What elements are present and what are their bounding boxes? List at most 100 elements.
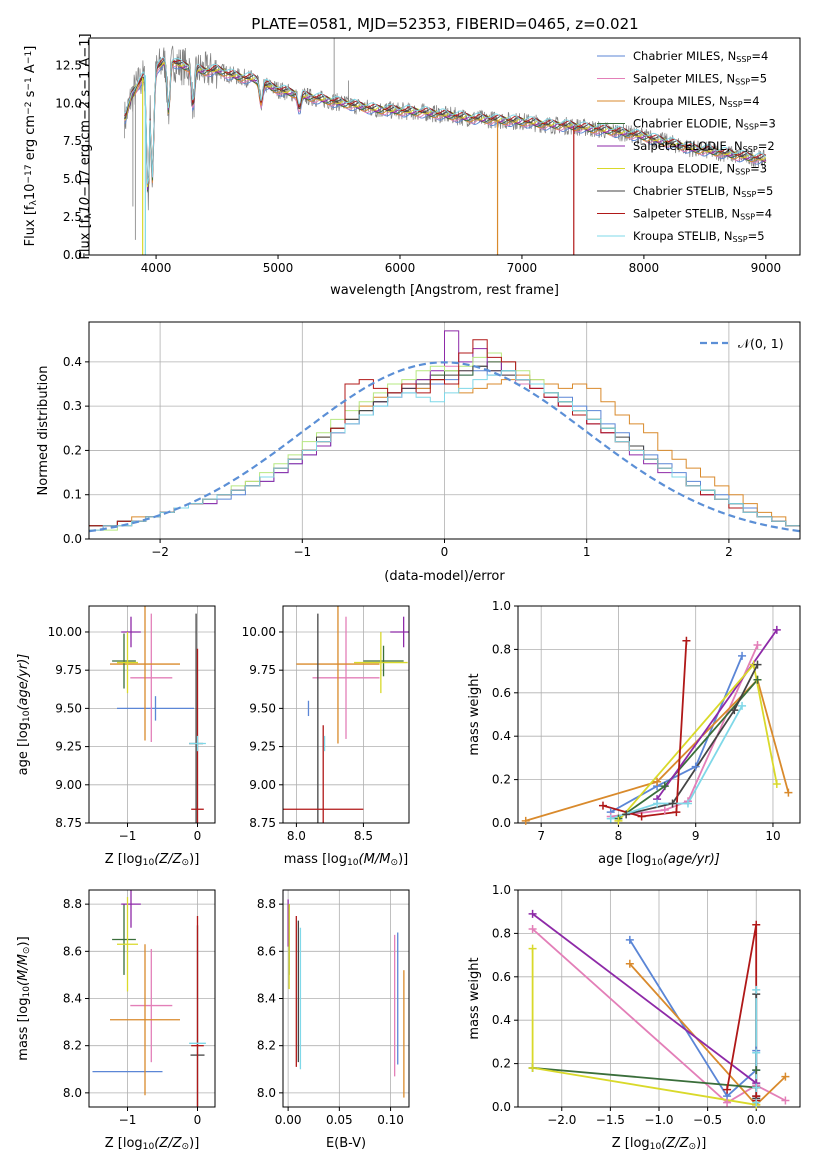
y-tick-label: 8.8 xyxy=(63,897,82,911)
y-tick-label: 1.0 xyxy=(492,599,511,613)
x-tick-label: 0.0 xyxy=(747,1113,766,1127)
x-tick-label: −1.5 xyxy=(596,1113,625,1127)
axes-age-vs-mass: 8.0 8.5 8.75 9.00 9.25 9.50 9.75 10.00 mass [log… xyxy=(242,605,410,868)
plot-area-mass-vs-EBV xyxy=(287,899,405,1098)
y-axis-label-part: 10 xyxy=(78,197,93,214)
weight-marker xyxy=(660,782,669,791)
y-axis-label-part: ⊙ xyxy=(22,946,32,954)
x-axis-label: (data-model)/error xyxy=(384,569,505,584)
y-axis-label: Normed distribution xyxy=(36,366,51,496)
y-tick-label: 0.4 xyxy=(492,1013,511,1027)
weight-marker xyxy=(753,660,762,669)
weight-marker xyxy=(683,799,692,808)
y-tick-label: 9.25 xyxy=(249,740,276,754)
weight-marker xyxy=(752,1066,761,1075)
legend-label-part: SSP xyxy=(743,145,758,154)
y-tick-label: 8.4 xyxy=(63,992,82,1006)
weight-line xyxy=(532,928,786,1104)
x-tick-label: 0.05 xyxy=(326,1113,353,1127)
plot-area-spectrum xyxy=(124,38,767,255)
y-tick-label: 7.5 xyxy=(63,134,82,148)
y-tick-label: 8.0 xyxy=(63,1086,82,1100)
y-tick-label: 9.00 xyxy=(249,778,276,792)
histogram-step xyxy=(89,370,800,531)
y-tick-label: 8.8 xyxy=(257,897,276,911)
weight-marker xyxy=(752,1083,761,1092)
x-tick-label: −2 xyxy=(151,545,169,559)
weight-marker xyxy=(606,814,615,823)
x-axis-label-part: (M/M xyxy=(359,852,391,867)
y-axis-label-part: ] xyxy=(78,33,93,38)
legend-label-part: Chabrier ELODIE, N xyxy=(633,117,744,131)
weight-line xyxy=(602,640,688,818)
y-tick-label: 0.0 xyxy=(63,248,82,262)
x-axis-label-part: 10 xyxy=(143,1142,155,1152)
y-axis-label-part: age [log xyxy=(16,722,31,775)
axes-frame xyxy=(282,605,410,824)
weight-marker xyxy=(723,1085,732,1094)
y-axis-label-part: erg cm xyxy=(78,120,93,169)
x-tick-label: 9000 xyxy=(751,261,782,275)
legend-label-part: SSP xyxy=(736,55,751,64)
weight-marker xyxy=(625,935,634,944)
weight-line xyxy=(531,948,757,1106)
y-axis-label-part: erg cm xyxy=(23,115,38,164)
plot-area-mass-vs-Z xyxy=(92,890,206,1107)
legend-label-part: SSP xyxy=(735,168,750,177)
y-axis-label-part: 10 xyxy=(23,184,38,201)
weight-marker xyxy=(622,810,631,819)
x-axis-label-part: ⊙ xyxy=(689,1142,697,1152)
y-tick-label: 8.2 xyxy=(257,1039,276,1053)
weight-marker xyxy=(668,799,677,808)
y-tick-label: 9.50 xyxy=(55,701,82,715)
weight-line xyxy=(532,1067,758,1089)
weight-marker xyxy=(521,816,530,825)
x-axis-label-part: ⊙ xyxy=(182,1142,190,1152)
legend-label-part: =2 xyxy=(758,139,775,153)
x-tick-label: −1 xyxy=(293,545,311,559)
y-tick-label: 0.2 xyxy=(63,443,82,457)
weight-marker xyxy=(753,675,762,684)
x-tick-label: 0 xyxy=(194,829,202,843)
model-spectrum-line xyxy=(124,57,767,184)
y-tick-label: 9.50 xyxy=(249,701,276,715)
legend-label: Salpeter STELIB, NSSP=4 xyxy=(633,207,772,222)
weight-marker xyxy=(653,777,662,786)
weight-marker xyxy=(738,701,747,710)
y-tick-label: 0.0 xyxy=(63,532,82,546)
x-tick-label: 4000 xyxy=(141,261,172,275)
x-tick-label: 1 xyxy=(583,545,591,559)
axes-spectrum: 4000 5000 6000 7000 8000 9000 0.0 2.5 5.0 7.5 10.0… xyxy=(23,33,801,298)
x-tick-label: 6000 xyxy=(385,261,416,275)
y-axis-label-part: s xyxy=(23,90,38,101)
axes-frame xyxy=(88,37,801,256)
x-axis-label-part: )] xyxy=(696,1136,706,1151)
y-axis-label: Flux [fλ10−17 erg cm−2 s−1 A−1] xyxy=(23,46,39,247)
weight-marker xyxy=(682,636,691,645)
y-tick-label: 9.75 xyxy=(249,663,276,677)
y-axis-label-part: Flux [f xyxy=(23,205,38,246)
x-axis-label-part: 10 xyxy=(143,858,155,868)
y-axis-label-part: −2 xyxy=(78,101,93,120)
legend-label-part: =3 xyxy=(750,162,767,176)
y-tick-label: 0.8 xyxy=(492,642,511,656)
plot-area-age-vs-mass xyxy=(283,606,409,823)
x-axis-label: mass [log10(M/M⊙)] xyxy=(284,852,408,868)
axes-residuals: −2 −1 0 1 2 0.0 0.1 0.2 0.3 0.4 𝒩(0, 1) (data-model… xyxy=(36,321,801,584)
x-tick-label: 0.10 xyxy=(377,1113,404,1127)
y-tick-label: 0.4 xyxy=(492,729,511,743)
plot-area-residuals xyxy=(89,330,800,533)
y-tick-label: 8.2 xyxy=(63,1039,82,1053)
weight-marker xyxy=(691,762,700,771)
y-tick-label: 9.75 xyxy=(55,663,82,677)
x-axis-label-part: Z [log xyxy=(612,1136,650,1151)
legend-label-part: =4 xyxy=(755,207,772,221)
y-axis-label-part: −1 xyxy=(78,71,93,90)
x-axis-label: Z [log10(Z/Z⊙)] xyxy=(612,1136,707,1152)
x-axis-label-part: )] xyxy=(398,852,408,867)
y-axis-label-part: −2 xyxy=(24,102,34,115)
weight-marker xyxy=(653,799,662,808)
x-axis-label-part: (Z/Z xyxy=(154,852,182,867)
x-axis-label-part: 10 xyxy=(651,858,663,868)
y-tick-label: 10.00 xyxy=(242,625,276,639)
